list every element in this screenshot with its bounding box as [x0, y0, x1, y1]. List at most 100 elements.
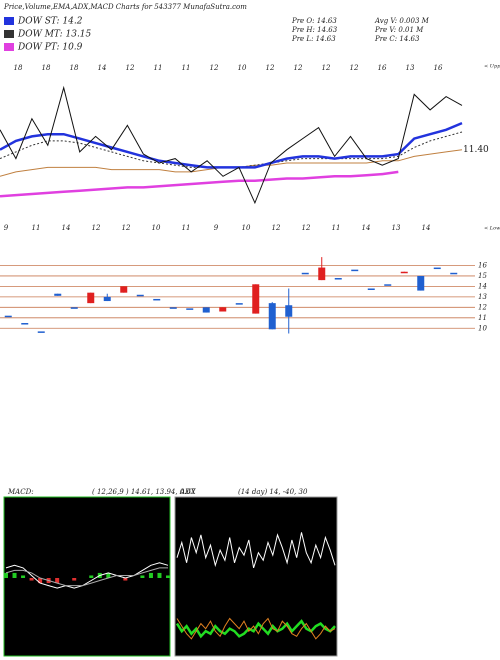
- info-text: Pre C: 14.63: [374, 35, 420, 43]
- macd-bar: [4, 572, 8, 578]
- price-line: [0, 121, 463, 169]
- candle-body: [450, 272, 458, 275]
- bottom-label: 12: [122, 224, 131, 232]
- price-line: [0, 131, 463, 168]
- legend-label: DOW ST: 14.2: [17, 17, 83, 27]
- y-tick-label: 15: [478, 272, 487, 280]
- top-label: 11: [182, 64, 191, 72]
- adx-line: [176, 532, 336, 569]
- candle-body: [120, 286, 128, 293]
- bottom-label: 9: [214, 224, 219, 232]
- lower-label: < Lowe: [484, 226, 500, 232]
- y-tick-label: 14: [478, 282, 487, 290]
- top-label: 12: [126, 64, 135, 72]
- bottom-label: 11: [182, 224, 191, 232]
- macd-bar: [72, 578, 77, 581]
- top-label: 12: [350, 64, 359, 72]
- top-label: 10: [238, 64, 247, 72]
- macd-panel: [3, 496, 171, 657]
- price-line: [0, 85, 463, 205]
- bottom-label: 9: [4, 224, 9, 232]
- macd-bar: [21, 575, 26, 578]
- upper-label: < Uppe: [484, 64, 500, 70]
- candle-body: [433, 267, 441, 270]
- panel-title: MACD:: [7, 488, 34, 496]
- top-label: 12: [210, 64, 219, 72]
- macd-bar: [106, 572, 111, 578]
- macd-bar: [89, 575, 94, 578]
- macd-bar: [157, 572, 162, 578]
- top-label: 12: [266, 64, 275, 72]
- bottom-label: 10: [242, 224, 251, 232]
- candle-body: [219, 307, 227, 312]
- info-text: Pre V: 0.01 M: [374, 26, 424, 34]
- page-title: Price,Volume,EMA,ADX,MACD Charts for 543…: [3, 3, 247, 11]
- candle-body: [87, 292, 95, 304]
- candle-body: [169, 307, 177, 309]
- candle-body: [417, 275, 425, 291]
- top-label: 14: [98, 64, 107, 72]
- y-tick-label: 11: [478, 314, 487, 322]
- bottom-label: 14: [362, 224, 371, 232]
- macd-bar: [140, 575, 145, 578]
- legend-swatch: [4, 43, 14, 51]
- adx-line: [175, 619, 336, 639]
- top-label: 18: [42, 64, 51, 72]
- top-label: 16: [378, 64, 387, 72]
- macd-line: [5, 562, 169, 589]
- macd-bar: [123, 578, 128, 581]
- info-text: Pre L: 14.63: [291, 35, 336, 43]
- candle-body: [21, 323, 29, 325]
- panel-title: ADX: [179, 488, 197, 496]
- macd-bar: [29, 578, 34, 581]
- panel-subtitle: (14 day) 14, -40, 30: [238, 488, 308, 496]
- candle-body: [235, 303, 243, 305]
- bottom-label: 12: [302, 224, 311, 232]
- bottom-label: 14: [422, 224, 431, 232]
- candle-body: [37, 331, 45, 333]
- candle-body: [103, 296, 111, 302]
- macd-bar: [148, 572, 153, 578]
- candle-body: [351, 269, 359, 272]
- candle-body: [301, 272, 309, 275]
- candle-body: [400, 271, 408, 274]
- legend-label: DOW PT: 10.9: [17, 43, 83, 53]
- candle-body: [70, 307, 78, 309]
- legend-swatch: [4, 17, 14, 25]
- bottom-label: 11: [332, 224, 341, 232]
- bottom-label: 10: [152, 224, 161, 232]
- candle-body: [202, 307, 210, 313]
- top-label: 13: [406, 64, 415, 72]
- bottom-label: 11: [32, 224, 41, 232]
- top-label: 16: [434, 64, 443, 72]
- candle-body: [54, 293, 62, 296]
- macd-bar: [55, 578, 60, 584]
- price-line: [0, 170, 399, 198]
- candle-body: [384, 284, 392, 286]
- price-annotation: 11.40: [463, 145, 489, 155]
- macd-bar: [166, 575, 170, 578]
- info-text: Avg V: 0.003 M: [374, 17, 430, 25]
- top-label: 18: [14, 64, 23, 72]
- top-label: 12: [322, 64, 331, 72]
- candle-body: [334, 278, 342, 280]
- top-label: 18: [70, 64, 79, 72]
- candle-body: [136, 294, 144, 297]
- macd-bar: [12, 572, 17, 578]
- candle-body: [268, 303, 276, 330]
- y-tick-label: 13: [478, 293, 487, 301]
- candle-body: [252, 284, 260, 314]
- info-text: Pre H: 14.63: [291, 26, 338, 34]
- adx-line: [176, 617, 336, 640]
- bottom-label: 12: [92, 224, 101, 232]
- top-label: 11: [154, 64, 163, 72]
- bottom-label: 13: [392, 224, 401, 232]
- legend-swatch: [4, 30, 14, 38]
- candle-body: [285, 305, 293, 317]
- legend-label: DOW MT: 13.15: [17, 30, 92, 40]
- y-tick-label: 16: [478, 261, 487, 269]
- candle-body: [318, 267, 326, 281]
- macd-line: [5, 567, 168, 587]
- candle-body: [153, 298, 161, 301]
